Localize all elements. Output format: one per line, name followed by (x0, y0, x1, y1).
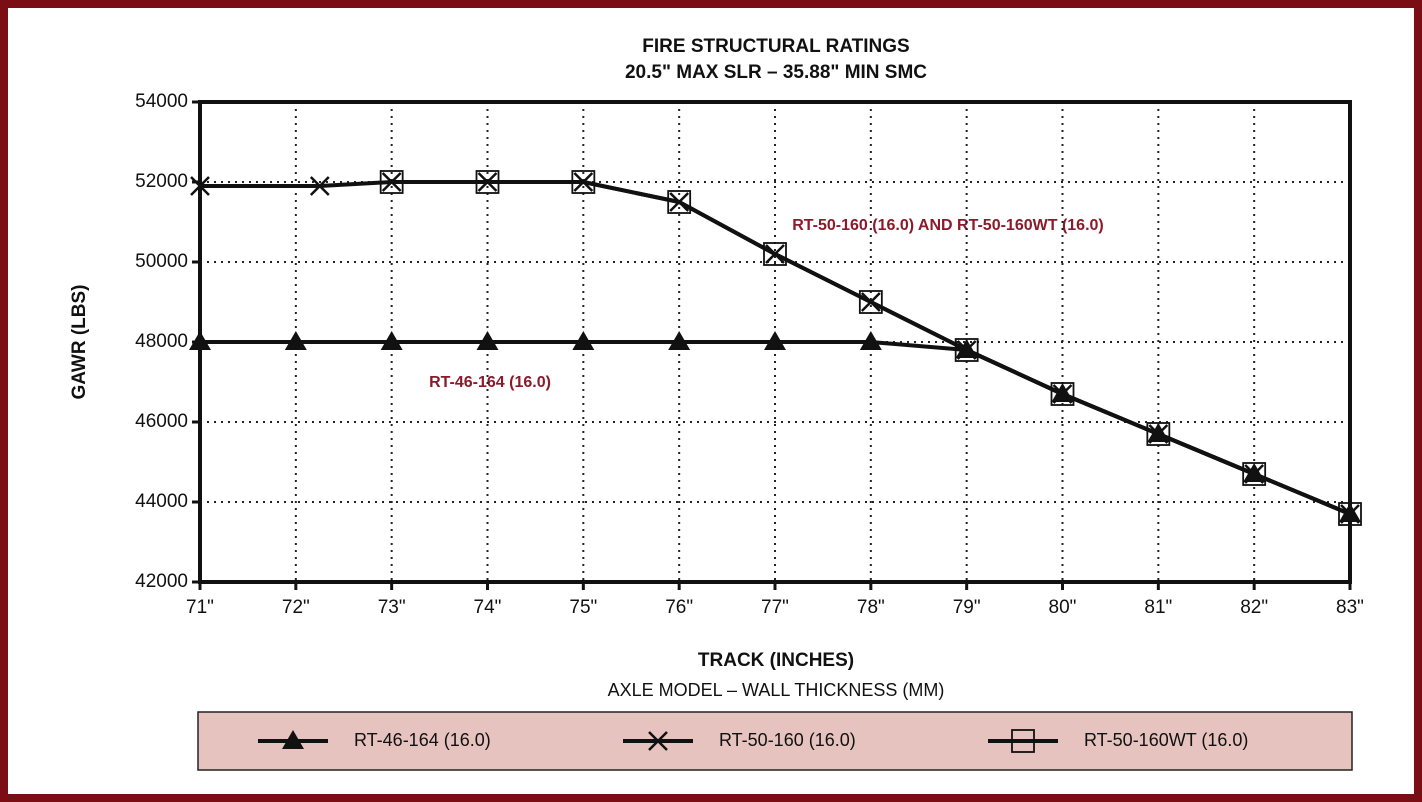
triangle-marker (284, 331, 307, 350)
triangle-marker (282, 730, 304, 749)
x-tick-label: 80" (1049, 597, 1077, 618)
x-marker (648, 731, 668, 751)
triangle-marker (764, 331, 786, 350)
x-tick-label: 75" (569, 597, 597, 618)
y-tick-label: 48000 (135, 331, 188, 352)
x-tick-label: 78" (857, 597, 885, 618)
x-tick-label: 76" (665, 597, 693, 618)
triangle-marker (380, 331, 403, 350)
legend-label: RT-50-160 (16.0) (719, 730, 856, 750)
x-tick-label: 82" (1240, 597, 1268, 618)
square-marker (1242, 462, 1267, 486)
square-marker (571, 170, 596, 194)
y-tick-label: 42000 (135, 571, 188, 592)
x-marker (573, 172, 594, 192)
x-tick-label: 83" (1336, 597, 1364, 618)
square-marker (1338, 502, 1362, 526)
square-marker (763, 242, 787, 266)
x-tick-label: 81" (1144, 597, 1172, 618)
x-marker (1244, 464, 1265, 484)
x-marker (190, 176, 210, 196)
annotation: RT-46-164 (16.0) (429, 374, 551, 391)
x-marker (1148, 424, 1169, 444)
y-tick-label: 46000 (135, 411, 188, 432)
x-axis-label: TRACK (INCHES) (698, 650, 854, 671)
legend-title: AXLE MODEL – WALL THICKNESS (MM) (608, 680, 945, 700)
square-marker (858, 290, 883, 314)
x-marker (1052, 384, 1073, 404)
chart-subtitle: 20.5" MAX SLR – 35.88" MIN SMC (625, 62, 927, 83)
x-tick-label: 77" (761, 597, 789, 618)
triangle-marker (668, 331, 691, 350)
square-marker (475, 170, 500, 194)
x-marker (956, 340, 977, 360)
square-marker (1050, 382, 1075, 406)
square-marker (954, 338, 979, 362)
y-axis-label: GAWR (LBS) (69, 284, 90, 399)
legend (197, 711, 1353, 771)
x-tick-label: 74" (474, 597, 502, 618)
square-marker (379, 170, 404, 194)
chart-title: FIRE STRUCTURAL RATINGS (642, 36, 909, 57)
y-tick-label: 52000 (135, 171, 188, 192)
x-marker (477, 172, 498, 192)
square-marker (1011, 729, 1035, 753)
x-marker (669, 192, 690, 212)
annotation: RT-50-160 (16.0) AND RT-50-160WT (16.0) (792, 217, 1104, 234)
x-marker (765, 244, 785, 264)
x-tick-label: 71" (186, 597, 214, 618)
x-marker (1340, 504, 1360, 524)
y-tick-label: 54000 (135, 91, 188, 112)
x-tick-label: 73" (378, 597, 406, 618)
y-tick-label: 50000 (135, 251, 188, 272)
triangle-marker (859, 331, 882, 350)
x-marker (860, 292, 881, 312)
triangle-marker (572, 331, 595, 350)
x-marker (309, 176, 330, 196)
square-marker (1146, 422, 1171, 446)
legend-label: RT-46-164 (16.0) (354, 730, 491, 750)
x-tick-label: 72" (282, 597, 310, 618)
triangle-marker (476, 331, 499, 350)
x-marker (381, 172, 402, 192)
triangle-marker (189, 331, 211, 350)
square-marker (667, 190, 692, 214)
x-tick-label: 79" (953, 597, 981, 618)
legend-label: RT-50-160WT (16.0) (1084, 730, 1248, 750)
y-tick-label: 44000 (135, 491, 188, 512)
